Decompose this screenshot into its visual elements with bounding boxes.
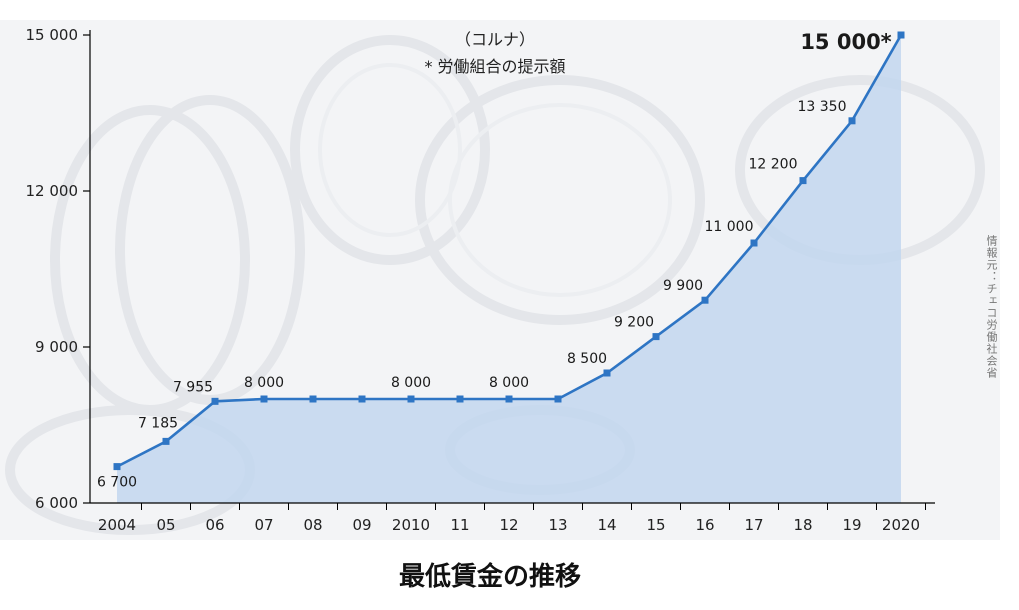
data-label: 8 000 xyxy=(489,375,529,391)
data-point-marker xyxy=(750,239,758,247)
x-tick-label: 17 xyxy=(744,516,763,534)
data-point-marker xyxy=(211,397,219,405)
chart-title: 最低賃金の推移 xyxy=(398,562,581,592)
data-label: 6 700 xyxy=(97,475,137,491)
data-label: 7 955 xyxy=(173,379,213,395)
data-label: 11 000 xyxy=(705,219,754,235)
y-tick-label: 15 000 xyxy=(26,26,79,44)
x-tick-label: 2004 xyxy=(98,516,136,534)
data-point-marker xyxy=(897,31,905,39)
x-tick-label: 06 xyxy=(205,516,224,534)
data-label: 12 200 xyxy=(749,157,798,173)
data-label: 13 350 xyxy=(798,99,847,115)
x-tick-label: 05 xyxy=(156,516,175,534)
data-point-marker xyxy=(309,395,317,403)
data-point-marker xyxy=(456,395,464,403)
data-labels: 6 700 7 185 7 955 8 000 8 000 8 000 8 500 9 200… xyxy=(97,30,892,491)
x-tick-label: 19 xyxy=(842,516,861,534)
data-point-marker xyxy=(113,463,121,471)
x-tick-label: 11 xyxy=(450,516,469,534)
source-credit: 情報元：チェコ労働社会省 xyxy=(985,235,998,379)
data-label: 7 185 xyxy=(138,415,178,431)
x-tick-label: 18 xyxy=(793,516,812,534)
x-tick-label: 2020 xyxy=(882,516,920,534)
data-label: 9 900 xyxy=(663,278,703,294)
x-tick-label: 16 xyxy=(695,516,714,534)
y-tick-label: 6 000 xyxy=(35,494,78,512)
data-label: 8 500 xyxy=(567,351,607,367)
x-tick-label: 08 xyxy=(303,516,322,534)
data-point-marker xyxy=(260,395,268,403)
y-tick-label: 12 000 xyxy=(26,182,79,200)
data-label: 9 200 xyxy=(614,315,654,331)
data-point-marker xyxy=(701,296,709,304)
data-point-marker xyxy=(652,333,660,341)
x-tick-label: 2010 xyxy=(392,516,430,534)
data-point-marker xyxy=(848,117,856,125)
x-tick-label: 12 xyxy=(499,516,518,534)
series-markers xyxy=(113,31,905,471)
data-point-marker xyxy=(554,395,562,403)
x-axis-ticks: 2004 05 06 07 08 09 2010 11 12 13 14 15 16 17 18 19 2020 xyxy=(98,503,926,534)
data-point-marker xyxy=(799,177,807,185)
data-label: 8 000 xyxy=(244,375,284,391)
y-axis-ticks: 6 000 9 000 12 000 15 000 xyxy=(26,26,90,512)
data-point-marker xyxy=(162,437,170,445)
y-tick-label: 9 000 xyxy=(35,338,78,356)
data-label: 8 000 xyxy=(391,375,431,391)
x-tick-label: 14 xyxy=(597,516,616,534)
data-label: 15 000* xyxy=(800,30,891,54)
x-tick-label: 13 xyxy=(548,516,567,534)
data-point-marker xyxy=(603,369,611,377)
data-point-marker xyxy=(505,395,513,403)
x-tick-label: 07 xyxy=(254,516,273,534)
series-area-fill xyxy=(117,35,901,503)
axes xyxy=(89,30,935,504)
unit-label: （コルナ） xyxy=(455,30,535,49)
data-point-marker xyxy=(358,395,366,403)
data-point-marker xyxy=(407,395,415,403)
footnote: * 労働組合の提示額 xyxy=(424,57,565,76)
x-tick-label: 15 xyxy=(646,516,665,534)
x-tick-label: 09 xyxy=(352,516,371,534)
